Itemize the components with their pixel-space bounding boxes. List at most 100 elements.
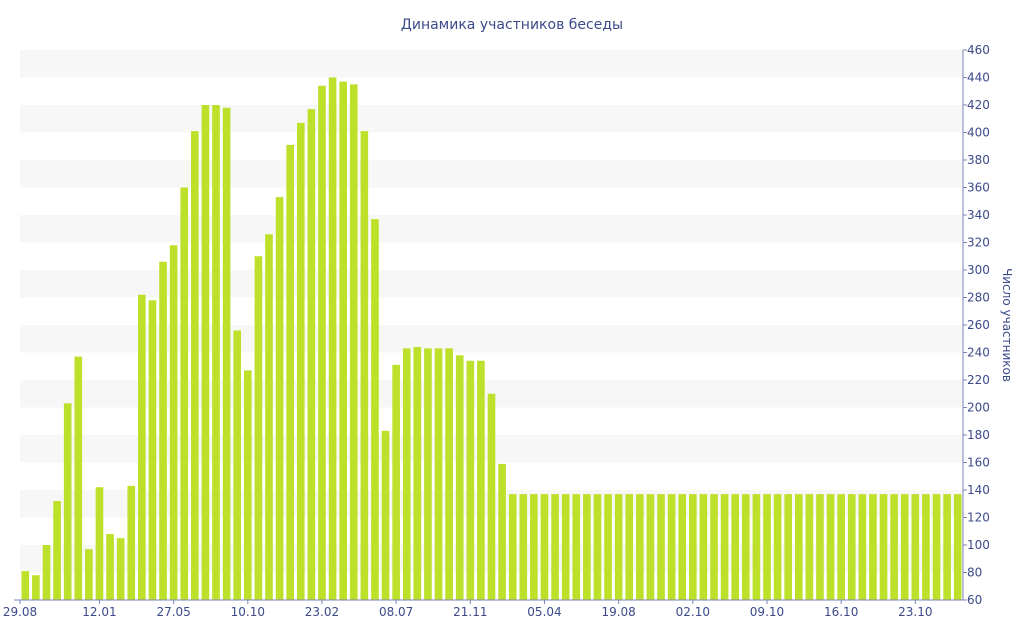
y-tick-label: 260 (967, 318, 990, 332)
bar (699, 494, 708, 600)
x-tick-label: 23.02 (305, 605, 339, 619)
y-tick-label: 120 (967, 511, 990, 525)
bar (794, 494, 803, 600)
bar (74, 356, 83, 600)
bar (572, 494, 581, 600)
bar (625, 494, 634, 600)
bar (85, 549, 93, 600)
grid-band (20, 215, 963, 243)
bar (413, 347, 422, 600)
bar (805, 494, 814, 600)
bar (519, 494, 528, 600)
bar (169, 245, 178, 600)
x-tick-label: 21.11 (453, 605, 487, 619)
bar (890, 494, 898, 600)
bar (604, 494, 612, 600)
bar (201, 105, 210, 600)
bar (498, 463, 506, 600)
bar (530, 494, 538, 600)
y-tick-label: 340 (967, 208, 990, 222)
y-tick-label: 200 (967, 401, 990, 415)
bar (233, 330, 242, 600)
chart-title: Динамика участников беседы (401, 17, 623, 33)
bar (222, 107, 231, 600)
y-tick-label: 280 (967, 291, 990, 305)
x-tick-label: 10.10 (231, 605, 265, 619)
y-tick-label: 240 (967, 346, 990, 360)
y-tick-label: 80 (967, 566, 982, 580)
bar (667, 494, 676, 600)
bar (837, 494, 845, 600)
bar (466, 360, 475, 600)
y-tick-label: 320 (967, 236, 990, 250)
bar (42, 545, 51, 600)
bar (307, 109, 316, 600)
bar (720, 494, 729, 600)
bar (551, 494, 559, 600)
bar (816, 494, 824, 600)
y-tick-label: 440 (967, 71, 990, 85)
bar (212, 105, 220, 600)
bar (900, 494, 909, 600)
bar (784, 494, 792, 600)
bar (424, 348, 432, 600)
bar (286, 144, 294, 600)
x-tick-label: 16.10 (824, 605, 858, 619)
x-tick-label: 12.01 (82, 605, 116, 619)
bar (138, 294, 146, 600)
bar (95, 487, 104, 600)
x-tick-label: 02.10 (676, 605, 710, 619)
bar (445, 348, 453, 600)
bar (180, 187, 189, 600)
y-tick-label: 420 (967, 98, 990, 112)
bar (508, 494, 517, 600)
bar (943, 494, 951, 600)
bar (689, 494, 697, 600)
bar (402, 348, 411, 600)
bar (32, 575, 40, 600)
x-tick-label: 27.05 (156, 605, 190, 619)
x-tick-label: 23.10 (898, 605, 932, 619)
bar (614, 494, 623, 600)
x-tick-label: 09.10 (750, 605, 784, 619)
bar (932, 494, 941, 600)
bar (360, 131, 369, 600)
bar (879, 494, 888, 600)
y-tick-label: 60 (967, 593, 982, 607)
bar (561, 494, 570, 600)
bar (752, 494, 761, 600)
bar (191, 131, 199, 600)
bar (21, 571, 30, 600)
bar (254, 256, 263, 600)
bar (148, 300, 157, 600)
x-tick-label: 29.08 (3, 605, 37, 619)
bar (371, 219, 379, 600)
bar (381, 430, 390, 600)
bar (678, 494, 687, 600)
bar (593, 494, 602, 600)
bar (869, 494, 877, 600)
bar (392, 364, 400, 600)
bar (847, 494, 856, 600)
y-tick-label: 460 (967, 43, 990, 57)
y-tick-label: 140 (967, 483, 990, 497)
y-tick-label: 300 (967, 263, 990, 277)
bar (657, 494, 665, 600)
bar (159, 261, 167, 600)
bar (116, 538, 125, 600)
bar (826, 494, 835, 600)
bars (21, 77, 962, 600)
bar (911, 494, 920, 600)
grid-band (20, 50, 963, 78)
bar (858, 494, 867, 600)
y-tick-label: 220 (967, 373, 990, 387)
grid-band (20, 105, 963, 133)
y-tick-label: 400 (967, 126, 990, 140)
bar (583, 494, 591, 600)
y-tick-label: 180 (967, 428, 990, 442)
x-tick-label: 08.07 (379, 605, 413, 619)
bar (63, 403, 72, 600)
y-tick-label: 380 (967, 153, 990, 167)
bar (487, 393, 496, 600)
